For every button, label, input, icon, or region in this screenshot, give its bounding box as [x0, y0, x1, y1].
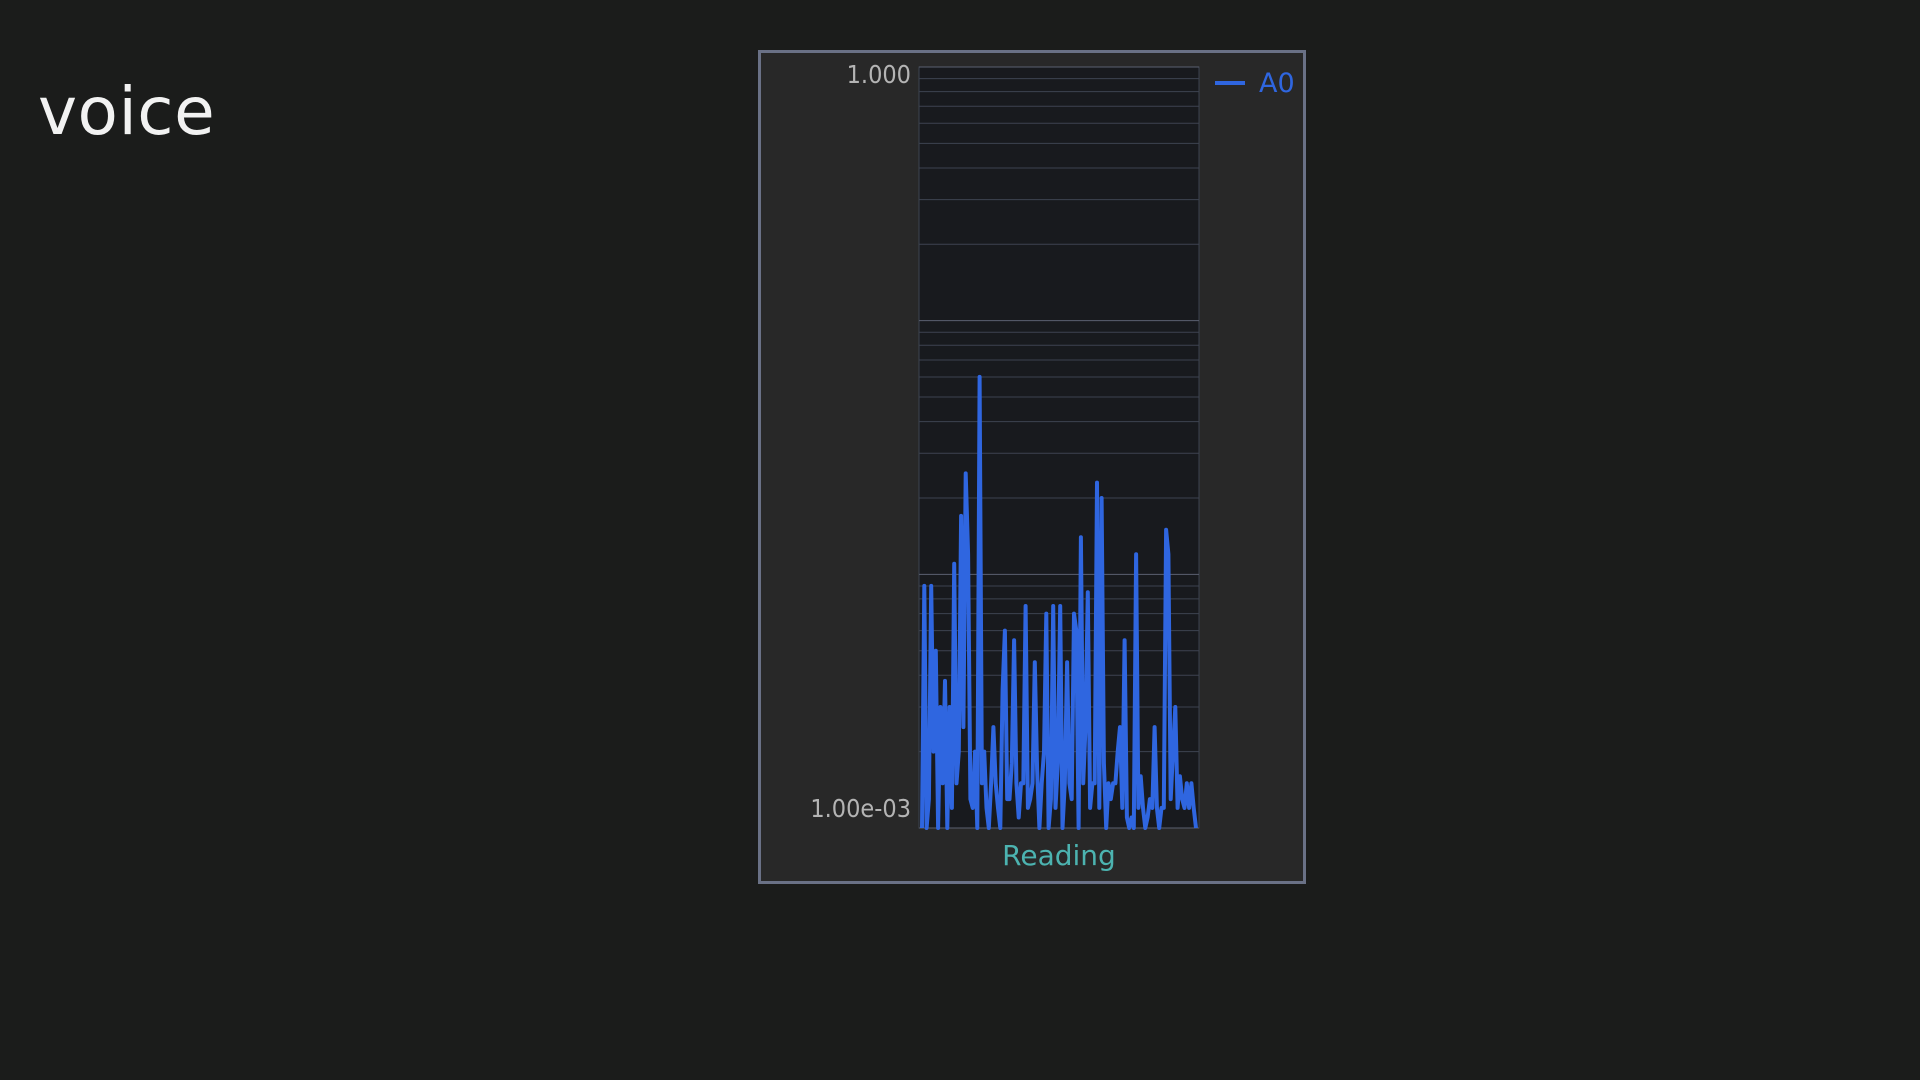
x-axis-label: Reading — [1002, 839, 1116, 872]
legend-label-a0: A0 — [1259, 68, 1295, 99]
axes: 1.000 1.00e-03 Reading — [810, 60, 1115, 872]
y-tick-label-min: 1.00e-03 — [810, 794, 911, 823]
page-title: voice — [38, 73, 216, 150]
log-line-chart: 1.000 1.00e-03 Reading A0 — [810, 60, 1295, 872]
series-line-a0 — [920, 374, 1198, 830]
series-layer — [920, 374, 1198, 830]
legend[interactable]: A0 — [1215, 68, 1295, 99]
chart-panel: 1.000 1.00e-03 Reading A0 — [758, 50, 1306, 884]
y-tick-label-max: 1.000 — [847, 60, 911, 89]
